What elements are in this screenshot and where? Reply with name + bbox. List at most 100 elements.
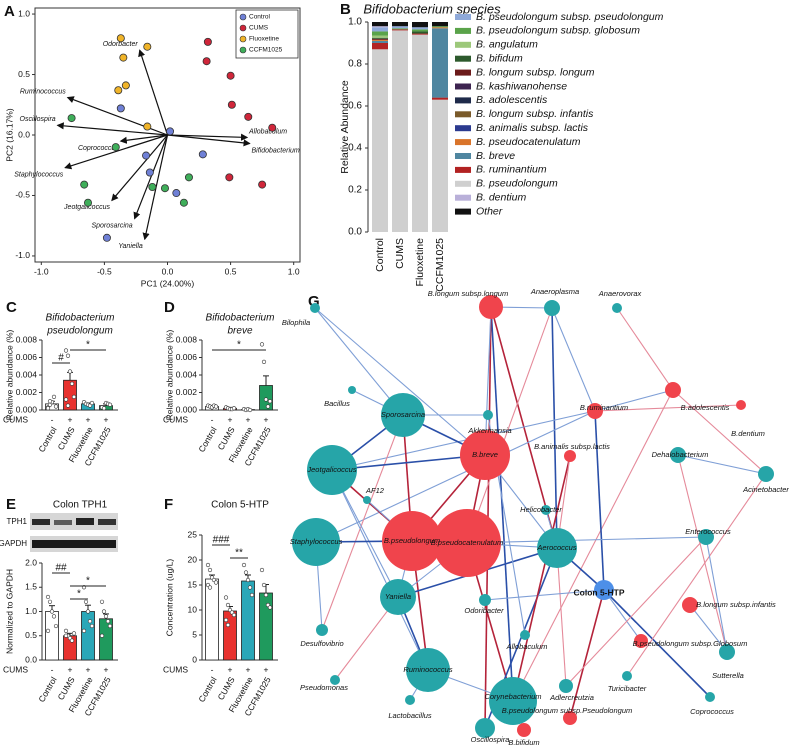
point — [114, 86, 123, 95]
network-node — [682, 597, 698, 613]
network-edge — [603, 589, 642, 642]
loading-label: Ruminococcus — [20, 88, 66, 95]
loading-label: Coprococcus — [78, 145, 119, 152]
node-label: Odoribacter — [464, 606, 504, 615]
y-tick-label: 1.0 — [348, 17, 362, 28]
legend-label: B. kashiwanohense — [476, 80, 567, 92]
x-tick-label: 0.0 — [162, 266, 174, 276]
network-edge — [331, 410, 596, 471]
loading-label: Staphylococcus — [14, 172, 64, 179]
point — [225, 173, 234, 182]
network-node — [622, 671, 632, 681]
y-tick-label: 0.004 — [176, 369, 198, 379]
panel-letter: G — [308, 293, 320, 310]
data-point — [101, 406, 107, 411]
panel-letter: B — [340, 1, 351, 18]
node-label: B.longum subsp.longum — [428, 289, 508, 298]
blot-strip — [30, 513, 118, 530]
data-point — [267, 399, 273, 404]
data-point — [85, 609, 91, 614]
y-tick-label: 0.000 — [16, 404, 38, 414]
x-tick-label: Fluoxetine — [414, 238, 426, 287]
treatment-sign: + — [86, 664, 91, 674]
data-point — [245, 577, 251, 583]
data-point — [213, 404, 219, 409]
bar — [45, 611, 59, 661]
loading-arrow — [111, 134, 168, 202]
network-edge — [466, 536, 707, 544]
node-label: B.dentium — [731, 429, 765, 438]
network-edge — [677, 454, 728, 653]
treatment-sign: + — [228, 414, 233, 424]
network-edge — [551, 307, 558, 549]
network-node — [405, 695, 415, 705]
y-tick-label: 2.0 — [25, 557, 37, 567]
y-tick-label: 0.006 — [176, 352, 198, 362]
loading-arrow — [119, 134, 168, 144]
legend-label: B. adolescentis — [476, 94, 548, 106]
y-axis-label: Relative abundance (%) — [164, 329, 174, 420]
node-label: B.ruminantium — [580, 403, 628, 412]
network-node — [382, 511, 442, 571]
network-node — [479, 594, 491, 606]
legend-label: B. angulatum — [476, 39, 538, 51]
loading-arrow — [66, 96, 168, 136]
network-edge — [689, 604, 728, 653]
network-edge — [466, 307, 553, 544]
blot-label: TPH1 — [7, 517, 28, 526]
legend-label: CUMS — [249, 25, 269, 32]
network-edge — [321, 414, 404, 631]
network-node — [520, 630, 530, 640]
legend-swatch — [455, 139, 471, 146]
panel-letter: A — [4, 3, 15, 20]
data-point — [105, 619, 111, 624]
data-point — [49, 609, 55, 614]
node-label: B.pseudolongum subsp.Globosum — [633, 639, 748, 648]
data-point — [241, 562, 247, 568]
network-edge — [594, 389, 674, 412]
loading-label: Allobaculum — [248, 128, 287, 135]
legend-swatch — [455, 83, 471, 90]
y-tick-label: 0.004 — [16, 369, 38, 379]
legend-label: B. dentium — [476, 191, 526, 203]
y-axis-label: PC2 (16.17%) — [4, 108, 14, 162]
node-label: Oscillospira — [471, 735, 510, 744]
data-point — [99, 599, 105, 604]
network-edge — [594, 410, 605, 591]
node-label: AF12 — [365, 486, 385, 495]
network-edge — [315, 410, 596, 543]
node-label: Turicibacter — [608, 684, 647, 693]
data-point — [247, 585, 253, 590]
data-point — [65, 353, 71, 358]
data-point — [207, 585, 213, 590]
bar-segment — [432, 26, 448, 28]
legend-label: B. bifidum — [476, 52, 523, 64]
x-tick-label: Control — [196, 675, 218, 704]
x-tick-label: CCFM1025 — [434, 238, 446, 292]
node-label: Adlercreutzia — [549, 693, 594, 702]
x-tick-label: Control — [196, 425, 218, 454]
network-edges — [314, 306, 767, 729]
point — [142, 151, 151, 160]
bar-segment — [392, 28, 408, 30]
treatment-sign: + — [68, 414, 73, 424]
bar-segment — [432, 99, 448, 232]
data-point — [89, 400, 95, 406]
loading-label: Sporosarcina — [91, 222, 132, 229]
legend-label: B. longum subsp. longum — [476, 66, 595, 78]
loading-arrow — [56, 122, 168, 136]
loading-label: Odorbacter — [103, 41, 139, 48]
bar-segment — [392, 30, 408, 233]
legend-swatch — [455, 27, 471, 34]
legend-label: B. ruminantium — [476, 164, 547, 176]
significance-mark: * — [86, 576, 90, 587]
node-label: Helicobacter — [520, 505, 562, 514]
treatment-sign: - — [211, 664, 214, 674]
treatment-sign: - — [51, 414, 54, 424]
legend-swatch — [455, 153, 471, 159]
network-edge — [331, 469, 429, 671]
legend-swatch — [455, 111, 471, 118]
data-point — [67, 369, 73, 374]
node-label: B.longum subsp.infantis — [696, 600, 776, 609]
legend-swatch — [455, 194, 471, 201]
